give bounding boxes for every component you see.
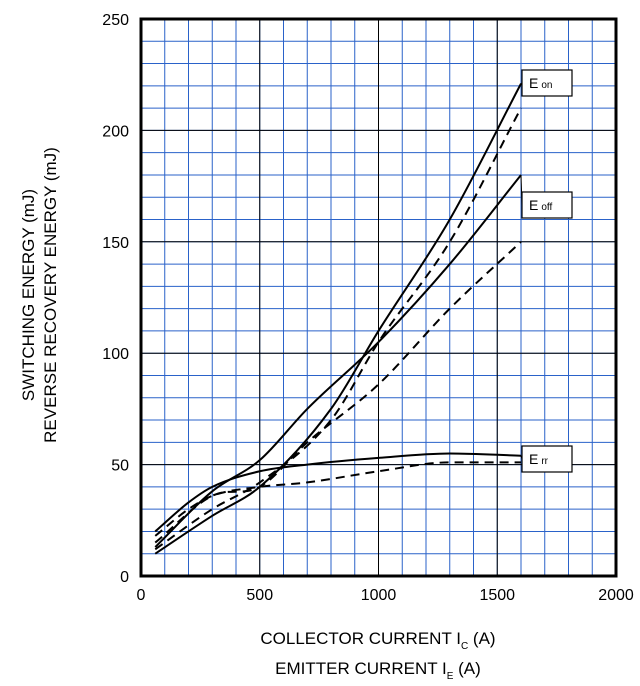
x-tick-label: 0 — [137, 587, 146, 604]
label-box — [521, 445, 573, 473]
label-box — [521, 191, 573, 219]
series-line-5-solid — [154, 452, 522, 533]
series-line-2-dashed — [154, 107, 522, 551]
series-line-1-solid — [154, 83, 522, 555]
label-box — [521, 69, 573, 97]
x-tick-label: 2000 — [598, 587, 634, 604]
x-tick-label: 1500 — [479, 587, 515, 604]
y-tick-label: 50 — [111, 458, 129, 475]
x-axis-title-collector: COLLECTOR CURRENT IC (A) — [260, 629, 495, 652]
y-axis-title-switching: SWITCHING ENERGY (mJ) — [19, 189, 38, 401]
series-line-6-dashed — [154, 461, 521, 537]
y-tick-label: 200 — [102, 123, 129, 140]
plot-frame — [139, 17, 618, 578]
series-layer — [154, 83, 522, 555]
x-tick-label: 1000 — [361, 587, 397, 604]
y-tick-label: 0 — [120, 569, 129, 586]
y-tick-label: 250 — [102, 12, 129, 29]
x-axis-title-emitter: EMITTER CURRENT IE (A) — [275, 659, 481, 682]
y-tick-label: 100 — [102, 346, 129, 363]
axis-ticks: 0 500 1000 1500 2000 0 50 100 150 200 250 — [102, 12, 634, 604]
x-tick-label: 500 — [246, 587, 273, 604]
y-axis-title-recovery: REVERSE RECOVERY ENERGY (mJ) — [41, 147, 60, 443]
y-tick-label: 150 — [102, 235, 129, 252]
series-line-4-dashed — [154, 241, 522, 544]
series-line-3-solid — [154, 174, 522, 548]
